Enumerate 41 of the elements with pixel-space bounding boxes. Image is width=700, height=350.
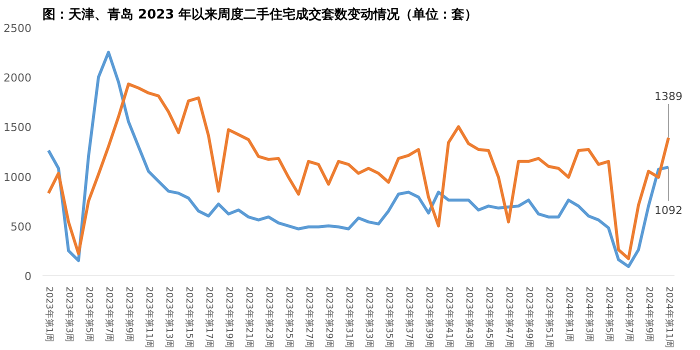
- x-tick-label: 2023年第33周: [364, 286, 374, 348]
- x-tick-label: 2023年第29周: [324, 286, 334, 348]
- x-tick-label: 2023年第39周: [424, 286, 434, 348]
- x-tick-label: 2023年第15周: [184, 286, 194, 348]
- x-tick-label: 2023年第43周: [464, 286, 474, 348]
- x-tick-label: 2024年第11周: [664, 286, 674, 348]
- x-tick-label: 2023年第19周: [224, 286, 234, 348]
- x-tick-label: 2023年第9周: [124, 286, 134, 342]
- x-tick-label: 2023年第23周: [264, 286, 274, 348]
- x-tick-label: 2023年第13周: [164, 286, 174, 348]
- x-tick-label: 2023年第7周: [104, 286, 114, 342]
- chart-title: 图：天津、青岛 2023 年以来周度二手住宅成交套数变动情况（单位：套）: [42, 6, 478, 22]
- x-tick-label: 2024年第9周: [644, 286, 654, 342]
- x-tick-label: 2024年第7周: [624, 286, 634, 342]
- x-tick-label: 2023年第25周: [284, 286, 294, 348]
- x-tick-label: 2023年第41周: [444, 286, 454, 348]
- x-tick-label: 2023年第45周: [484, 286, 494, 348]
- y-tick-label: 0: [24, 270, 32, 283]
- x-tick-label: 2023年第1周: [44, 286, 54, 342]
- x-tick-label: 2023年第31周: [344, 286, 354, 348]
- x-tick-label: 2024年第3周: [584, 286, 594, 342]
- y-tick-label: 2000: [4, 72, 32, 85]
- x-tick-label: 2024年第1周: [564, 286, 574, 342]
- y-tick-label: 1000: [4, 170, 32, 184]
- x-tick-label: 2023年第17周: [204, 286, 214, 348]
- x-tick-label: 2024年第5周: [604, 286, 614, 342]
- x-tick-label: 2023年第3周: [64, 286, 74, 342]
- annotation: 1092: [654, 204, 683, 217]
- x-tick-label: 2023年第5周: [84, 286, 94, 342]
- x-tick-label: 2023年第27周: [304, 286, 314, 348]
- x-tick-label: 2023年第49周: [524, 286, 534, 348]
- y-tick-label: 1500: [4, 121, 32, 134]
- x-tick-label: 2023年第51周: [544, 286, 554, 348]
- y-tick-label: 2500: [4, 22, 32, 35]
- x-tick-label: 2023年第37周: [404, 286, 414, 348]
- x-tick-label: 2023年第47周: [504, 286, 514, 348]
- y-tick-label: 500: [10, 220, 32, 234]
- x-tick-label: 2023年第11周: [144, 286, 154, 348]
- x-tick-label: 2023年第21周: [244, 286, 254, 348]
- x-tick-label: 2023年第35周: [384, 286, 394, 348]
- annotation: 1389: [654, 90, 683, 104]
